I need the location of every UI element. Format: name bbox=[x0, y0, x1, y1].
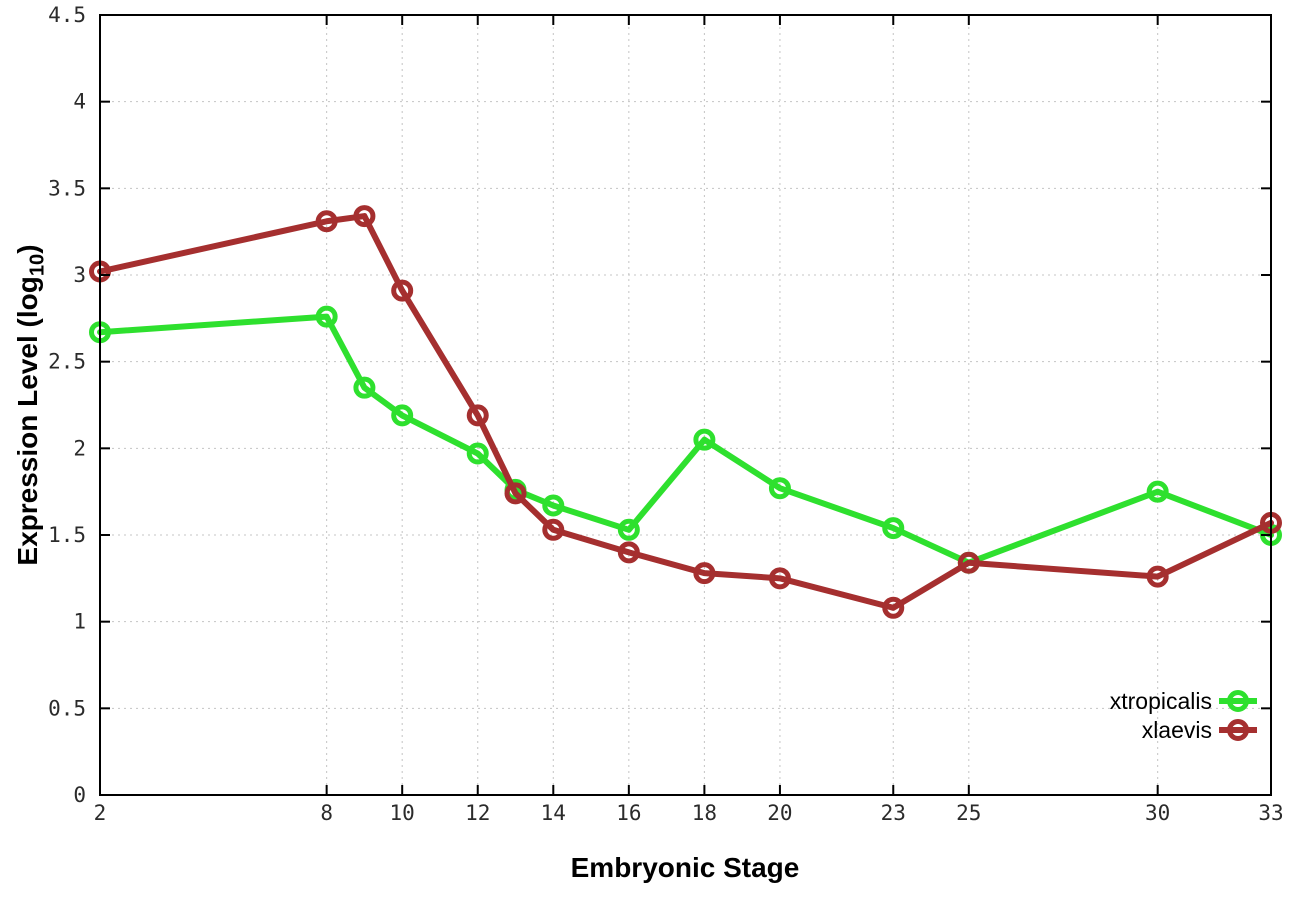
y-tick-label: 2.5 bbox=[48, 350, 86, 374]
x-tick-label: 14 bbox=[541, 801, 566, 825]
x-axis-title: Embryonic Stage bbox=[570, 852, 800, 883]
y-tick-label: 2 bbox=[73, 436, 86, 460]
data-point-xlaevis bbox=[504, 482, 527, 505]
y-tick-label: 4 bbox=[73, 90, 86, 114]
data-point-xlaevis bbox=[353, 205, 376, 228]
data-point-xtropicalis bbox=[882, 517, 905, 540]
data-point-xtropicalis bbox=[542, 494, 565, 517]
data-point-xlaevis bbox=[391, 279, 414, 302]
x-tick-label: 25 bbox=[956, 801, 981, 825]
data-point-xtropicalis bbox=[315, 305, 338, 328]
x-tick-label: 12 bbox=[465, 801, 490, 825]
data-point-xtropicalis bbox=[466, 442, 489, 465]
y-tick-label: 0.5 bbox=[48, 696, 86, 720]
data-point-xlaevis bbox=[882, 596, 905, 619]
y-axis-title: Expression Level (log10) bbox=[10, 205, 49, 605]
data-point-xlaevis bbox=[693, 562, 716, 585]
data-point-xtropicalis bbox=[768, 477, 791, 500]
data-point-xtropicalis bbox=[617, 518, 640, 541]
data-point-xlaevis bbox=[315, 210, 338, 233]
plot-border bbox=[99, 14, 1272, 796]
x-tick-label: 2 bbox=[94, 801, 107, 825]
y-axis-title-suffix: ) bbox=[12, 244, 43, 254]
data-point-xlaevis bbox=[466, 404, 489, 427]
legend-marker-xlaevis bbox=[1227, 719, 1249, 741]
y-tick-label: 0 bbox=[73, 783, 86, 807]
y-tick-label: 1.5 bbox=[48, 523, 86, 547]
y-tick-label: 3 bbox=[73, 263, 86, 287]
x-tick-label: 23 bbox=[881, 801, 906, 825]
data-point-xlaevis bbox=[542, 518, 565, 541]
y-tick-label: 4.5 bbox=[48, 3, 86, 27]
data-point-xtropicalis bbox=[693, 428, 716, 451]
x-tick-label: 30 bbox=[1145, 801, 1170, 825]
data-point-xlaevis bbox=[768, 567, 791, 590]
legend-label-xlaevis: xlaevis bbox=[1142, 717, 1212, 743]
x-tick-label: 18 bbox=[692, 801, 717, 825]
legend-label-xtropicalis: xtropicalis bbox=[1110, 688, 1212, 714]
data-point-xtropicalis bbox=[1146, 480, 1169, 503]
data-point-xlaevis bbox=[1146, 565, 1169, 588]
data-point-xlaevis bbox=[617, 541, 640, 564]
series-line-xtropicalis bbox=[97, 313, 1274, 566]
data-point-xtropicalis bbox=[353, 376, 376, 399]
x-tick-label: 10 bbox=[390, 801, 415, 825]
data-point-xtropicalis bbox=[391, 404, 414, 427]
legend-marker-xtropicalis bbox=[1227, 690, 1249, 712]
y-axis-title-subscript: 10 bbox=[26, 253, 49, 277]
y-axis-title-text: Expression Level (log bbox=[12, 276, 43, 566]
x-tick-label: 16 bbox=[616, 801, 641, 825]
x-tick-label: 8 bbox=[320, 801, 333, 825]
y-tick-label: 3.5 bbox=[48, 176, 86, 200]
x-tick-label: 20 bbox=[767, 801, 792, 825]
series-line-xlaevis bbox=[97, 213, 1274, 611]
data-point-xlaevis bbox=[957, 551, 980, 574]
x-tick-label: 33 bbox=[1258, 801, 1283, 825]
y-tick-label: 1 bbox=[73, 610, 86, 634]
